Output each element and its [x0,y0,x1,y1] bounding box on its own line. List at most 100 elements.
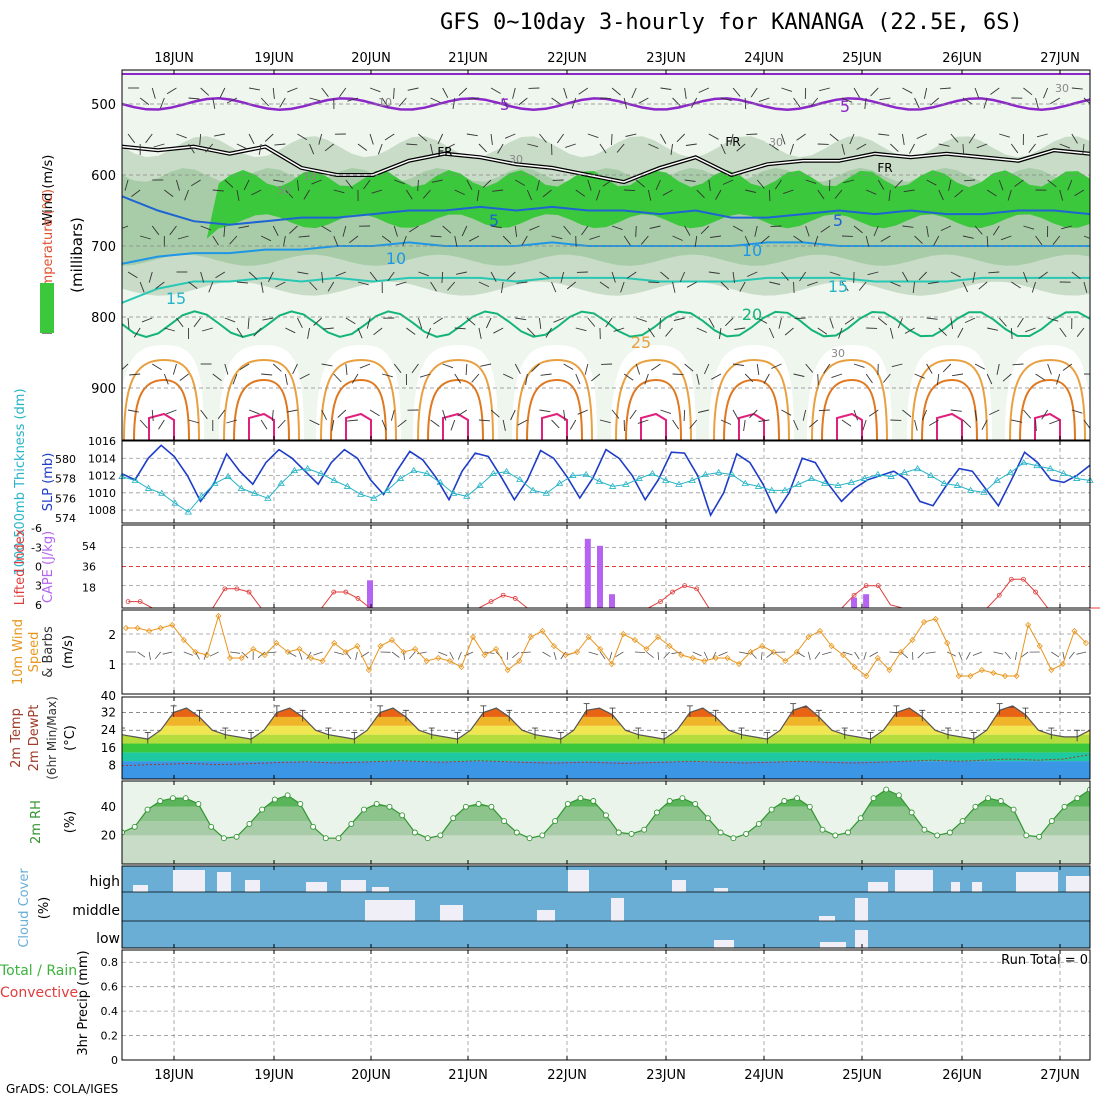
wind-barb [781,409,792,416]
wind-barb [1083,235,1090,239]
run-total: Run Total = 0 [1001,953,1088,968]
wind-barb [569,419,577,430]
wind-barb [988,271,1000,274]
wind-barb [853,409,859,421]
rh-marker [806,803,813,810]
wind-barb [1083,281,1088,293]
wind-barb [512,87,516,99]
wind-barb [841,419,852,427]
wind-barb [732,271,736,283]
wind-barb [369,271,378,281]
wind-speed-line [126,614,1087,677]
wind-barb [1059,189,1064,201]
wind-barb [163,373,169,385]
wind-barb [406,327,416,335]
contour-label: 10 [386,249,406,268]
wind-barb [781,87,793,92]
contour-label: 25 [631,333,651,352]
wind-barb [447,281,456,291]
wind-barb [369,409,380,417]
rh-marker [208,823,215,830]
wind-barb [1011,281,1021,289]
contour-label: 5 [489,211,499,230]
wind-barb [1043,87,1049,99]
wind-barb [1028,143,1036,153]
wind-barb [660,87,672,90]
wind-barb [698,87,710,93]
axis-label-wind10m: 10m Wind [11,619,26,685]
wind-marker [331,639,338,647]
wind-barb [193,317,202,328]
wind-barb [720,419,732,425]
wind-barb [817,373,819,386]
wind-barb [262,317,274,321]
wind-barb [502,97,508,109]
wind-marker [759,642,766,650]
wind-barb-10m [416,651,427,655]
wind-barb-10m [796,651,805,658]
wind-barb-10m [457,651,462,660]
wind-barb [591,373,601,382]
wind-barb-10m [553,651,557,660]
rh-tick: 20 [101,828,116,842]
wind-barb [703,363,710,375]
wind-barb [299,373,310,380]
wind-barb [696,189,705,199]
wind-barb [841,281,849,292]
wind-barb [251,189,262,196]
wind-barb-10m [663,651,670,659]
wind-barb [166,87,177,95]
wind-barb [768,189,771,202]
isotherm-25 [223,358,300,440]
thickness-marker [1019,458,1028,466]
date-label-bottom: 22JUN [547,1068,587,1083]
rh-marker [475,800,482,807]
wind-barb [807,281,818,287]
wind-barb [394,179,405,185]
wind-barb [563,363,574,370]
wind-barb [696,327,707,333]
wind-barb [139,97,150,105]
wind-barb [395,281,407,286]
isotherm-30 [526,378,583,440]
wind-barb [998,317,1007,327]
wind-barb [651,363,661,371]
rh-marker [1074,795,1081,802]
wind-barb-10m [711,651,717,660]
isotherm-30 [723,378,780,440]
wind-barb [1083,419,1090,430]
cape-bar [609,594,615,608]
wind-barb [476,189,480,201]
cloud-high-bar [972,882,982,892]
wind-marker [1013,672,1020,680]
wind-barb-10m [738,651,749,655]
wind-marker [932,615,939,623]
cloud-high-bar [714,888,728,892]
wind-barb [760,235,770,244]
axis-label-thickness: 1000-500mb Thickness (dm) [13,388,28,575]
cloud-high-bar [245,880,260,892]
pressure-tick: 500 [91,98,116,113]
axis-label-precip-conv: Convective [0,985,78,1001]
wind-barb [145,133,153,144]
rh-marker [1023,832,1030,839]
rh-marker [653,809,660,816]
rh-marker [552,818,559,825]
wind-barb [525,373,528,385]
wind-barb [986,373,993,385]
wind-barb [734,327,746,330]
rh-marker [462,803,469,810]
temp-band [122,752,1090,762]
wind-barb [169,225,177,236]
wind-barb [636,317,647,323]
wind-barb [1012,363,1024,366]
wind-barb-10m [438,651,448,656]
isotherm-35 [442,412,469,440]
temp-tick: 24 [101,723,116,737]
wind-barb [696,373,700,385]
wind-barb [976,143,988,149]
wind-barb [405,189,413,200]
wind-barb [962,143,965,156]
wind-barb [1056,373,1061,385]
wind-barb [1036,133,1048,138]
